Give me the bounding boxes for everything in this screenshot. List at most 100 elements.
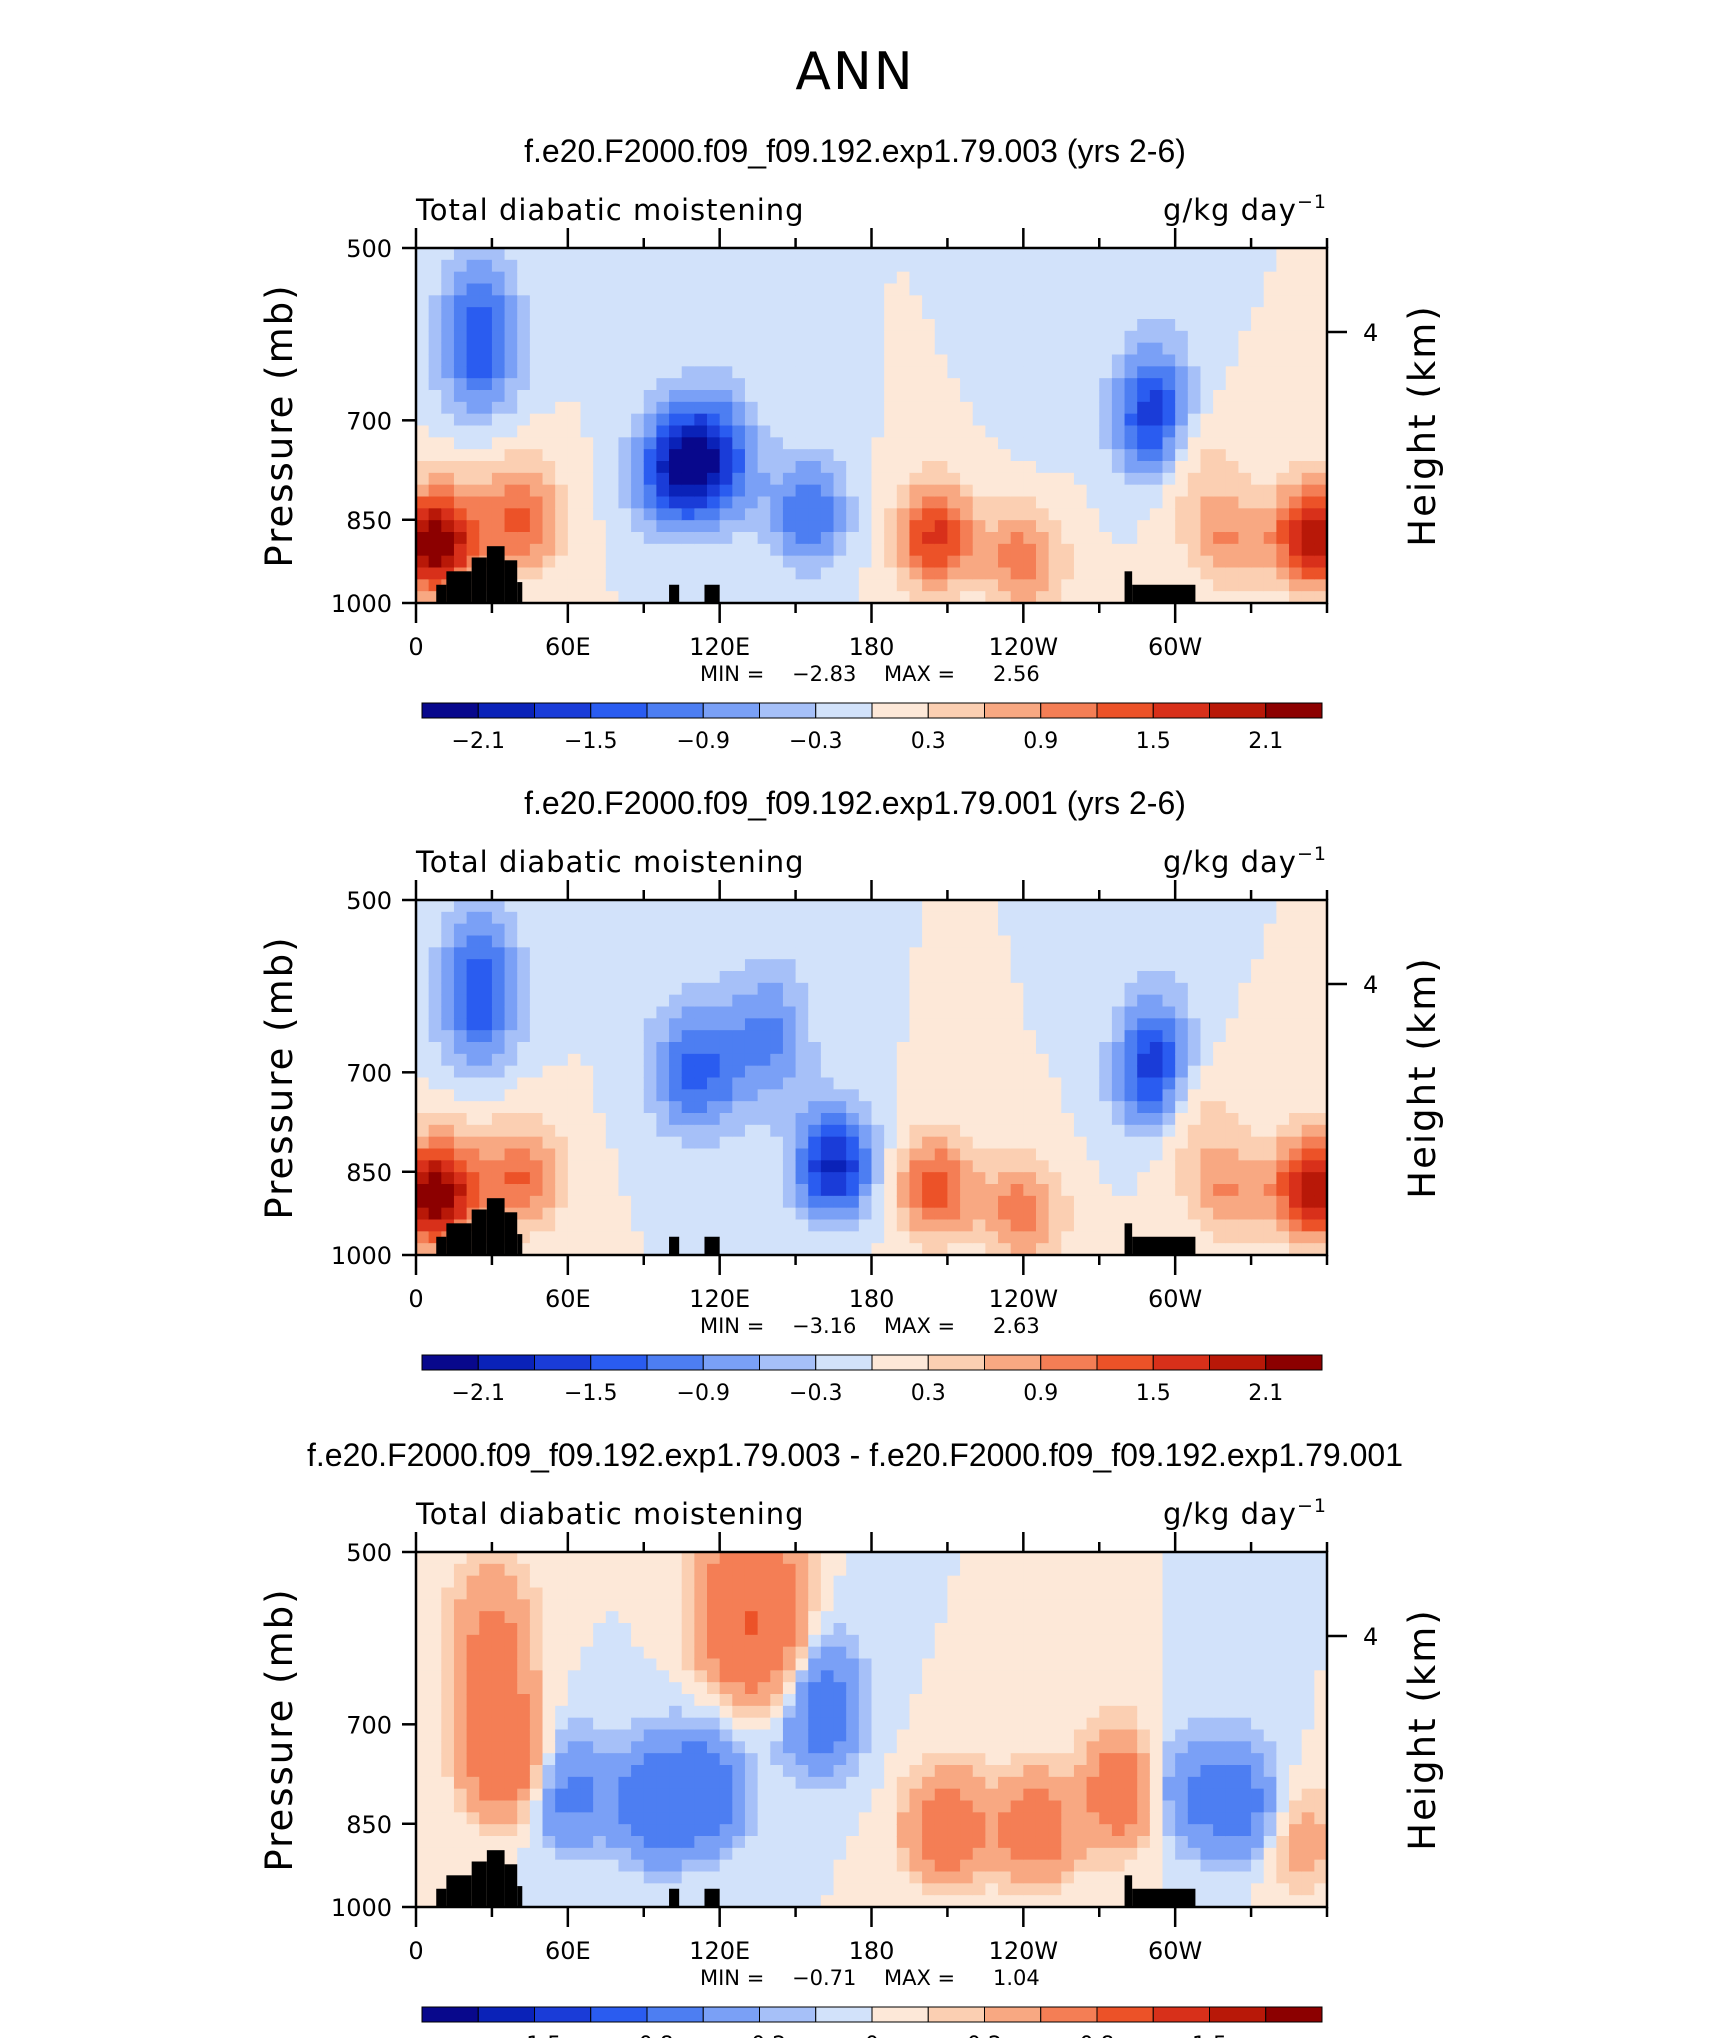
panel-1-field-cell bbox=[466, 496, 480, 509]
panel-3-field-cell bbox=[453, 1705, 468, 1719]
panel-1-field-cell bbox=[491, 259, 506, 273]
panel-3-field-cell bbox=[529, 1552, 544, 1565]
panel-3-field-cell bbox=[618, 1611, 632, 1624]
panel-1-field-cell bbox=[466, 401, 480, 415]
panel-1-field-cell bbox=[416, 579, 430, 592]
panel-1-field-cell bbox=[491, 307, 506, 320]
panel-3-field-cell bbox=[466, 1670, 480, 1683]
panel-3-field-cell bbox=[555, 1765, 569, 1778]
panel-1-field-cell bbox=[441, 401, 455, 415]
panel-3-field-cell bbox=[441, 1552, 455, 1565]
panel-1-field-cell bbox=[466, 437, 480, 450]
panel-3-field-cell bbox=[605, 1776, 620, 1790]
panel-1-field-cell bbox=[428, 413, 442, 427]
panel-3-field-cell bbox=[529, 1812, 544, 1825]
panel-3-field-cell bbox=[618, 1646, 632, 1660]
panel-3-field-cell bbox=[605, 1871, 620, 1884]
panel-3-field-cell bbox=[605, 1563, 620, 1577]
panel-1-field-cell bbox=[517, 484, 531, 498]
panel-1-field-cell bbox=[428, 248, 442, 261]
panel-1-field-cell bbox=[517, 401, 531, 415]
panel-3-field-cell bbox=[453, 1670, 468, 1683]
panel-3-field-cell bbox=[517, 1717, 531, 1731]
panel-3-field-cell bbox=[580, 1563, 594, 1577]
panel-1-field-cell bbox=[517, 567, 531, 580]
panel-3-field-cell bbox=[567, 1587, 582, 1600]
panel-3-field-cell bbox=[542, 1658, 556, 1671]
panel-1-field-cell bbox=[517, 437, 531, 450]
panel-3-field-cell bbox=[580, 1552, 594, 1565]
panel-3-field-cell bbox=[416, 1634, 430, 1648]
panel-1-field-cell bbox=[441, 555, 455, 569]
panel-1-field-cell bbox=[491, 330, 506, 344]
panel-3-field-cell bbox=[580, 1883, 594, 1896]
panel-1-field-cell bbox=[479, 295, 493, 308]
panel-3-field-cell bbox=[593, 1895, 607, 1908]
panel-1-field-cell bbox=[517, 248, 531, 261]
panel-1-field-cell bbox=[441, 259, 455, 273]
panel-1-field-cell bbox=[428, 319, 442, 332]
panel-1-field-cell bbox=[416, 413, 430, 427]
panel-3-field-cell bbox=[542, 1800, 556, 1813]
panel-3-field-cell bbox=[466, 1765, 480, 1778]
panel-3-field-cell bbox=[555, 1883, 569, 1896]
panel-3-field-cell bbox=[529, 1599, 544, 1612]
panel-3-field-cell bbox=[542, 1729, 556, 1742]
panel-3-field-cell bbox=[453, 1623, 468, 1636]
panel-3-field-cell bbox=[567, 1871, 582, 1884]
panel-3-field-cell bbox=[479, 1646, 493, 1660]
panel-1-field-cell bbox=[479, 248, 493, 261]
panel-1-field-cell bbox=[504, 437, 518, 450]
panel-3-field-cell bbox=[504, 1599, 518, 1612]
panel-3-field-cell bbox=[567, 1670, 582, 1683]
panel-1-field-cell bbox=[466, 390, 480, 403]
panel-3-field-cell bbox=[542, 1682, 556, 1695]
panel-3-field-cell bbox=[593, 1575, 607, 1589]
panel-3-field-cell bbox=[466, 1800, 480, 1813]
panel-3-field-cell bbox=[529, 1871, 544, 1884]
panel-3-field-cell bbox=[605, 1847, 620, 1861]
panel-3-field-cell bbox=[567, 1646, 582, 1660]
panel-3-field-cell bbox=[479, 1563, 493, 1577]
panel-3-field-cell bbox=[618, 1741, 632, 1754]
panel-1-field-cell bbox=[453, 271, 468, 285]
panel-3-field-cell bbox=[542, 1670, 556, 1683]
panel-3-field-cell bbox=[441, 1694, 455, 1707]
panel-3-field-cell bbox=[517, 1670, 531, 1683]
panel-3-field-cell bbox=[453, 1765, 468, 1778]
panel-3-field-cell bbox=[491, 1563, 506, 1577]
panel-1-field-cell bbox=[466, 259, 480, 273]
panel-3-field-cell bbox=[479, 1670, 493, 1683]
panel-1-field-cell bbox=[529, 342, 544, 356]
panel-1-field-cell bbox=[491, 520, 506, 533]
panel-3-field-cell bbox=[416, 1552, 430, 1565]
panel-3-field-cell bbox=[580, 1824, 594, 1837]
panel-3-field-cell bbox=[416, 1741, 430, 1754]
panel-1-field-cell bbox=[428, 567, 442, 580]
panel-3-field-cell bbox=[593, 1658, 607, 1671]
panel-3-field-cell bbox=[416, 1682, 430, 1695]
panel-3-field-cell bbox=[416, 1717, 430, 1731]
panel-3-field-cell bbox=[529, 1895, 544, 1908]
panel-3-field-cell bbox=[441, 1611, 455, 1624]
panel-3-field-cell bbox=[605, 1859, 620, 1873]
panel-3-field-cell bbox=[491, 1824, 506, 1837]
panel-1-field-cell bbox=[479, 378, 493, 391]
panel-1-field-cell bbox=[517, 390, 531, 403]
panel-1-field-cell bbox=[466, 366, 480, 379]
panel-3-field-cell bbox=[605, 1646, 620, 1660]
panel-3-field-cell bbox=[529, 1776, 544, 1790]
panel-3-field-cell bbox=[517, 1836, 531, 1849]
panel-3-field-cell bbox=[567, 1682, 582, 1695]
panel-3-field-cell bbox=[618, 1563, 632, 1577]
panel-3-field-cell bbox=[618, 1670, 632, 1683]
panel-3-field-cell bbox=[542, 1859, 556, 1873]
panel-3-field-cell bbox=[416, 1765, 430, 1778]
panel-1-field-cell bbox=[416, 437, 430, 450]
panel-1-field-cell bbox=[453, 413, 468, 427]
panel-3-field-cell bbox=[542, 1765, 556, 1778]
panel-3-field-cell bbox=[504, 1563, 518, 1577]
panel-3-field-cell bbox=[580, 1670, 594, 1683]
panel-3-field-cell bbox=[479, 1836, 493, 1849]
